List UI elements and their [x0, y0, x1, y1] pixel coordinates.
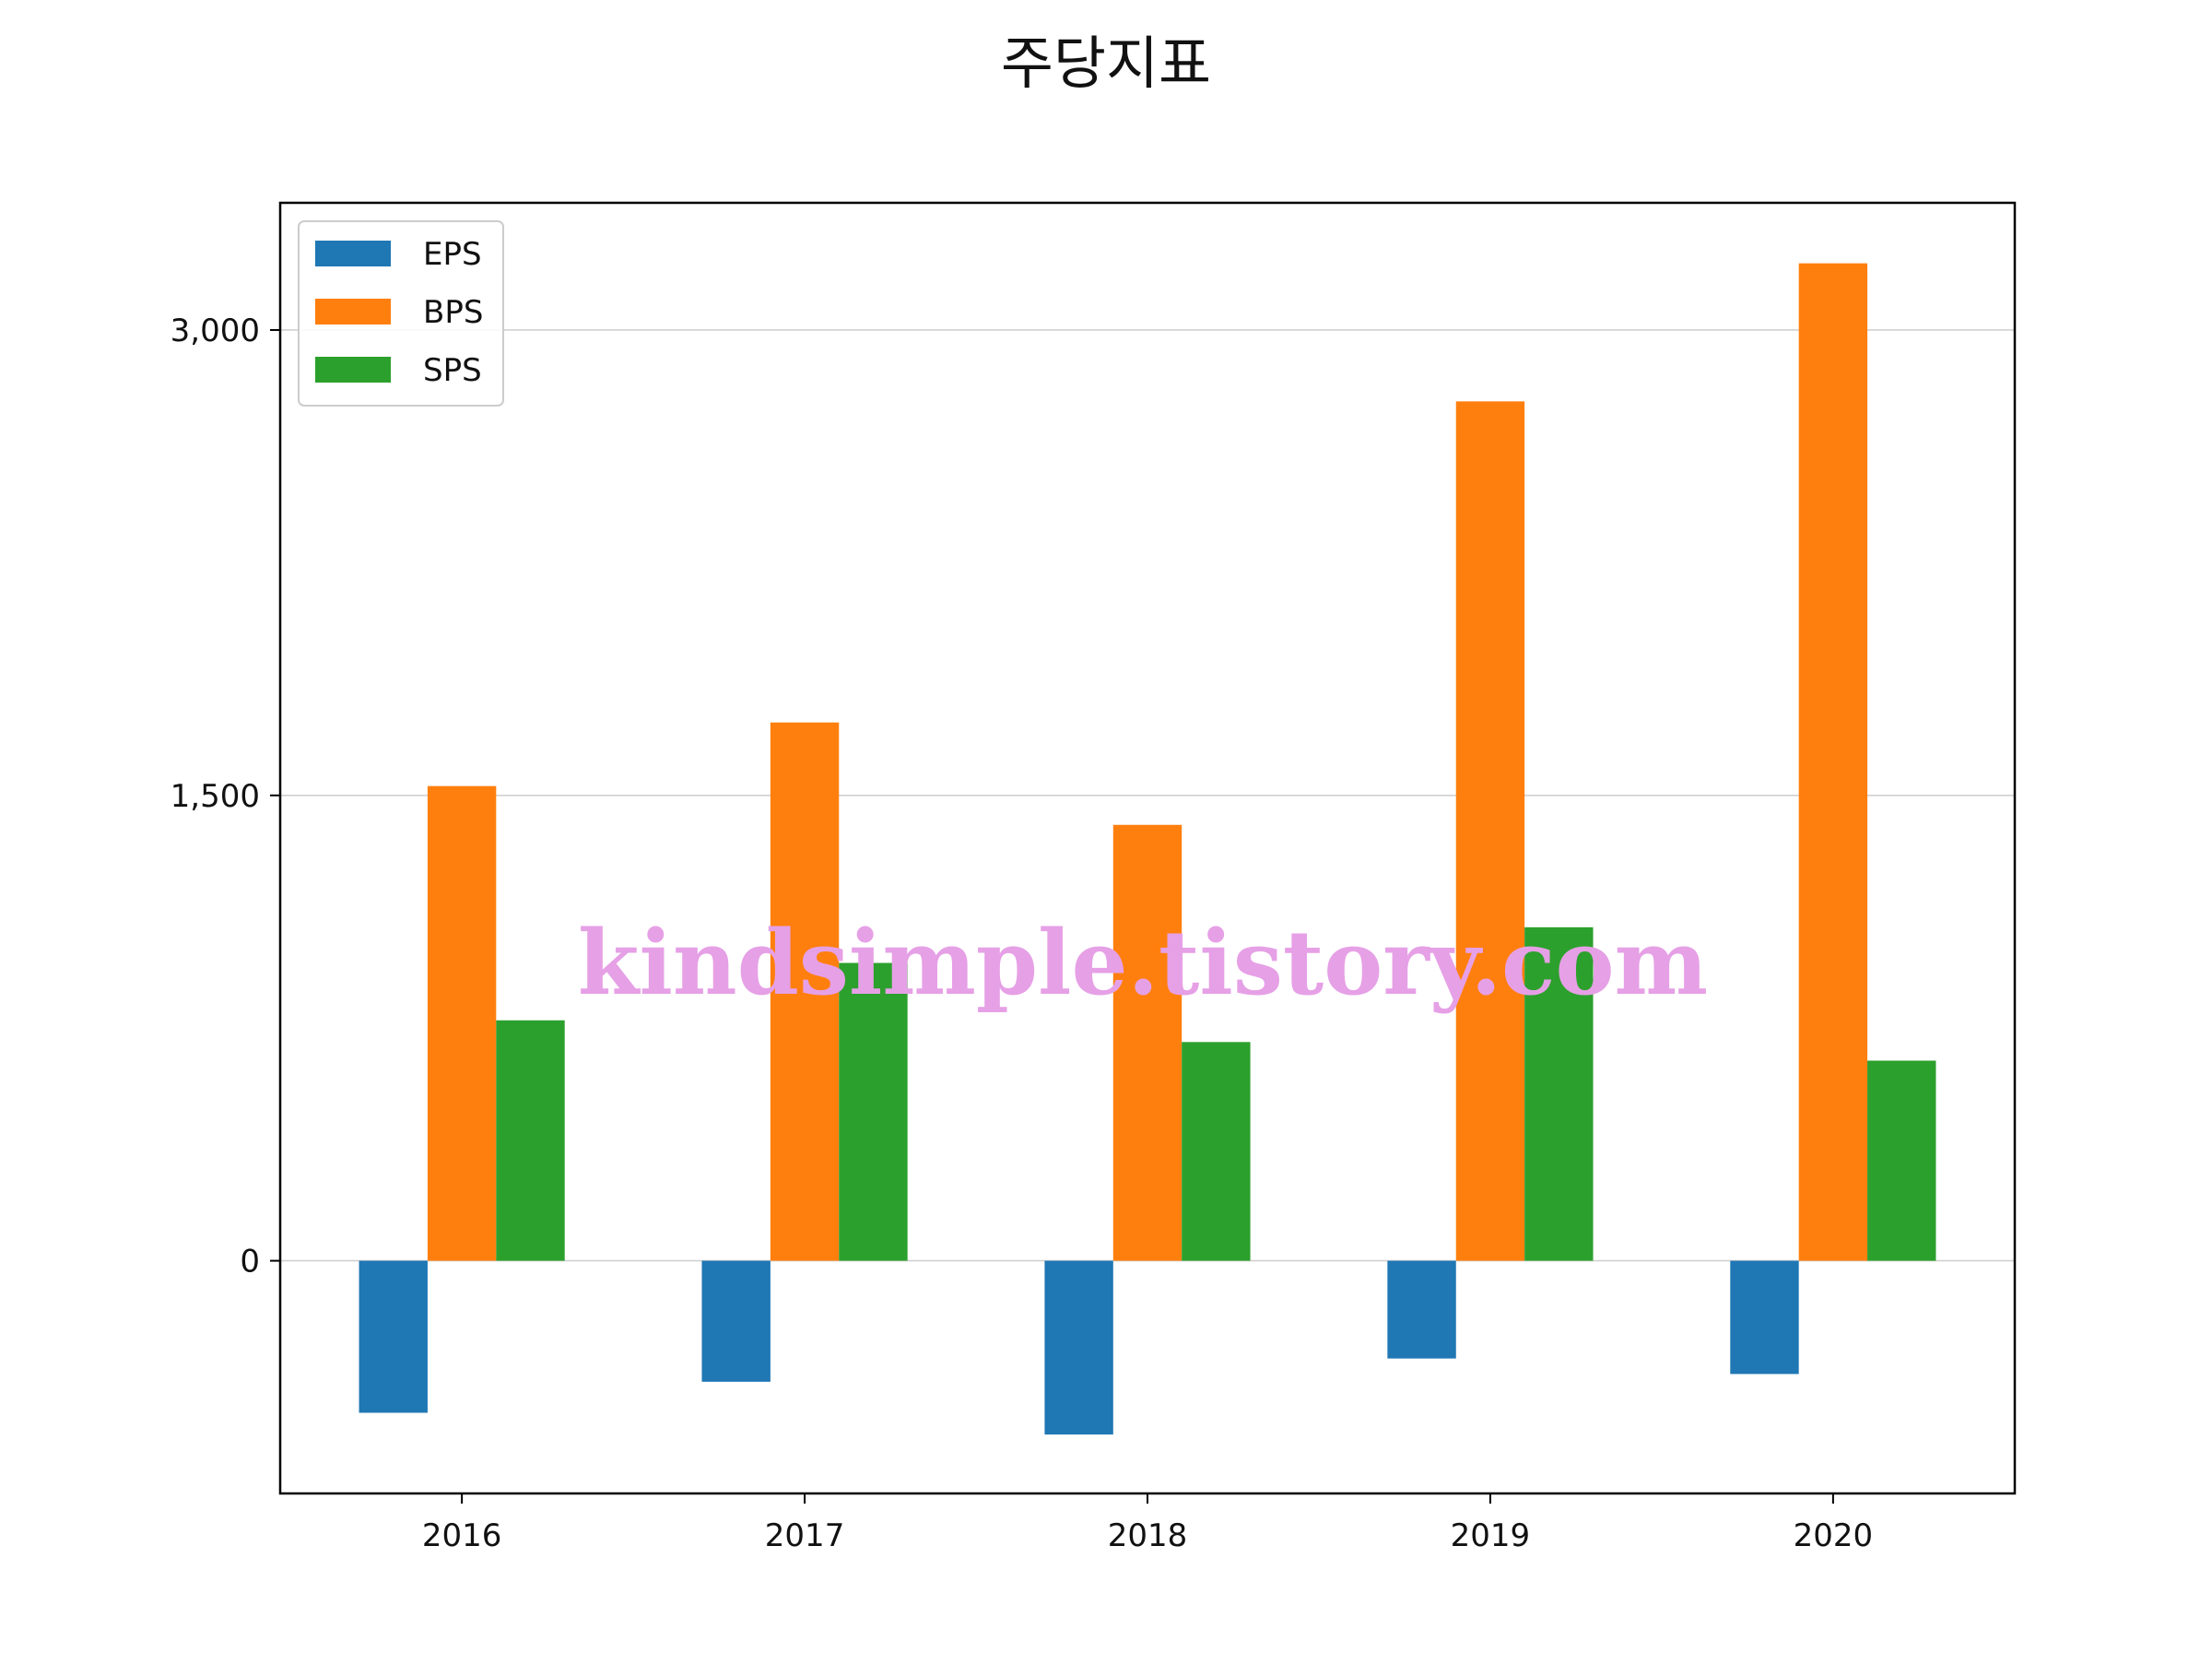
bar-bps-2016	[427, 785, 497, 1261]
y-tick-label-2: 3,000	[171, 313, 260, 349]
legend-label-sps: SPS	[423, 352, 482, 389]
legend: EPS BPS SPS	[298, 220, 504, 407]
axes: 0 1,500 3,000 2016 2017 2018 2019 2020	[171, 201, 2017, 1554]
y-tick-label-1: 1,500	[171, 778, 260, 815]
bar-eps-2019	[1387, 1260, 1456, 1359]
bar-eps-2018	[1044, 1260, 1113, 1435]
bar-eps-2016	[359, 1260, 428, 1413]
bar-sps-2018	[1182, 1042, 1251, 1261]
y-tick-label-0: 0	[240, 1244, 260, 1280]
x-tick-label-2020: 2020	[1794, 1517, 1874, 1554]
bar-bps-2019	[1455, 401, 1525, 1261]
x-tick-label-2019: 2019	[1451, 1517, 1531, 1554]
bar-bps-2018	[1112, 824, 1182, 1261]
watermark-text: kindsimple.tistory.com	[578, 911, 1708, 1015]
bars	[359, 263, 1936, 1435]
x-tick-label-2017: 2017	[765, 1517, 845, 1554]
bar-sps-2016	[496, 1020, 565, 1261]
bar-bps-2017	[770, 722, 840, 1261]
bar-eps-2020	[1730, 1260, 1799, 1375]
bar-sps-2019	[1524, 926, 1594, 1261]
bar-bps-2020	[1798, 263, 1868, 1261]
legend-swatch-eps	[315, 241, 391, 266]
x-tick-label-2016: 2016	[422, 1517, 502, 1554]
legend-swatch-bps	[315, 299, 391, 325]
legend-label-eps: EPS	[423, 236, 482, 273]
legend-label-bps: BPS	[423, 294, 483, 331]
bar-sps-2020	[1867, 1060, 1936, 1261]
x-tick-label-2018: 2018	[1108, 1517, 1188, 1554]
bar-eps-2017	[701, 1260, 771, 1382]
chart-title: 주당지표	[1001, 30, 1211, 97]
legend-swatch-sps	[315, 357, 391, 383]
bar-sps-2017	[839, 962, 908, 1261]
